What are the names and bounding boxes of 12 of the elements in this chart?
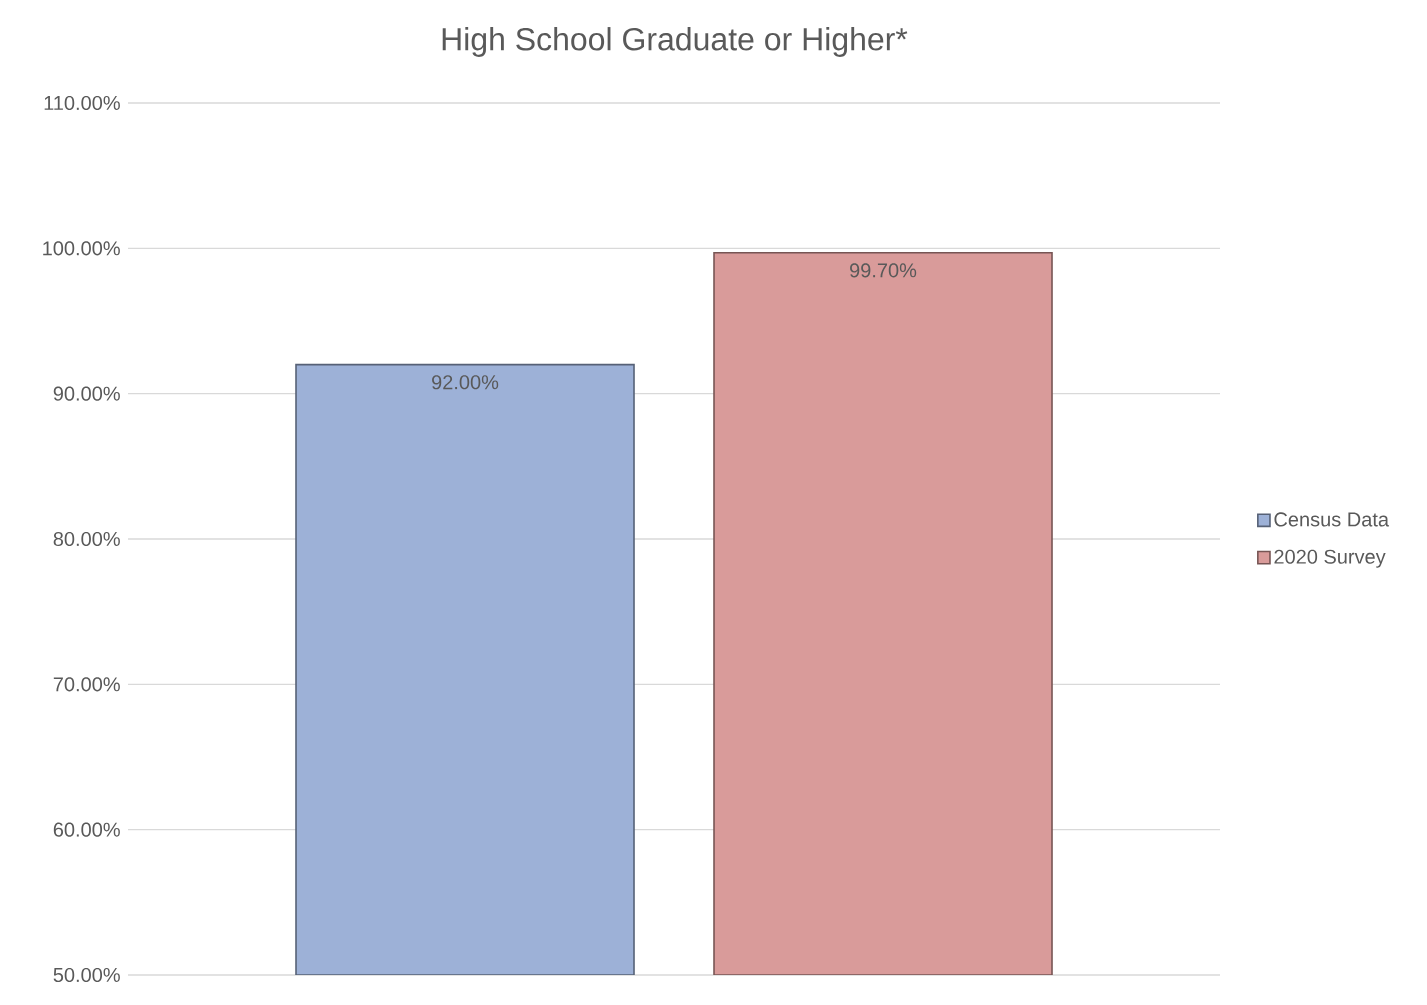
y-tick-label: 60.00% (53, 822, 120, 837)
data-label: 99.70% (850, 263, 917, 278)
legend-label: Census Data (1274, 512, 1390, 527)
y-tick-label: 70.00% (53, 677, 120, 692)
legend-label: 2020 Survey (1274, 549, 1386, 568)
data-label: 92.00% (432, 375, 499, 390)
y-tick-label: 50.00% (53, 967, 120, 983)
y-tick-label: 90.00% (53, 386, 120, 401)
y-tick-label: 110.00% (44, 95, 120, 111)
chart-title: High School Graduate or Higher* (442, 27, 908, 57)
y-tick-label: 80.00% (53, 531, 120, 547)
y-tick-label: 100.00% (43, 241, 120, 256)
